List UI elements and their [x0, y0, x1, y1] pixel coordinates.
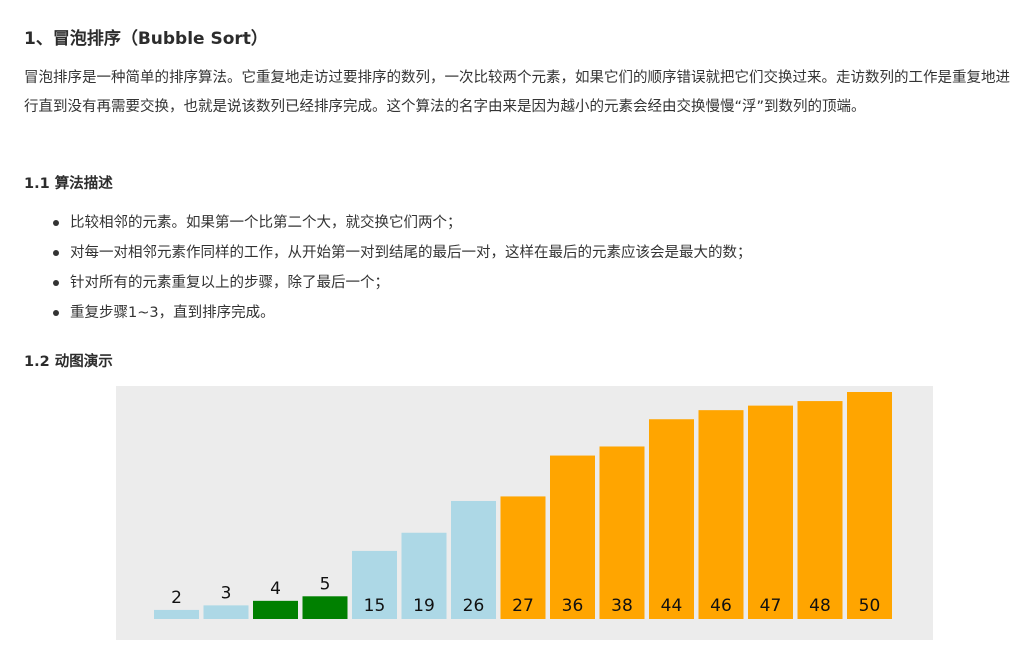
bar-sorted [550, 456, 595, 619]
bar-sorted [699, 410, 744, 619]
bar-value-label: 27 [512, 596, 534, 616]
bar-value-label: 48 [809, 596, 831, 616]
bar-sorted [847, 392, 892, 619]
intro-paragraph: 冒泡排序是一种简单的排序算法。它重复地走访过要排序的数列，一次比较两个元素，如果… [24, 64, 1019, 122]
bar-unsorted [204, 605, 249, 619]
bar-value-label: 2 [171, 588, 182, 608]
article-title: 1、冒泡排序（Bubble Sort） [24, 24, 268, 49]
bubble-sort-animation: 2 3 4 5 15 19 26 27 36 38 44 46 47 48 50 [116, 386, 933, 640]
bar-value-label: 50 [859, 596, 881, 616]
section-title-demo: 1.2 动图演示 [24, 350, 113, 371]
bar-comparing [303, 596, 348, 619]
bar-value-label: 46 [710, 596, 732, 616]
bar-chart: 2 3 4 5 15 19 26 27 36 38 44 46 47 48 50 [116, 386, 933, 640]
bar-sorted [649, 419, 694, 619]
list-item: 针对所有的元素重复以上的步骤，除了最后一个； [24, 268, 752, 298]
bar-value-label: 36 [562, 596, 584, 616]
bar-value-label: 26 [463, 596, 485, 616]
bar-sorted [600, 446, 645, 619]
bar-value-label: 44 [661, 596, 683, 616]
list-item: 比较相邻的元素。如果第一个比第二个大，就交换它们两个； [24, 208, 752, 238]
bar-value-label: 4 [270, 579, 281, 599]
bar-value-label: 3 [221, 583, 232, 603]
bar-value-label: 38 [611, 596, 633, 616]
list-item: 对每一对相邻元素作同样的工作，从开始第一对到结尾的最后一对，这样在最后的元素应该… [24, 238, 752, 268]
bar-sorted [798, 401, 843, 619]
bar-comparing [253, 601, 298, 619]
bar-value-label: 47 [760, 596, 782, 616]
bar-unsorted [154, 610, 199, 619]
section-title-description: 1.1 算法描述 [24, 172, 113, 193]
bar-value-label: 15 [364, 596, 386, 616]
bar-value-label: 5 [320, 574, 331, 594]
bar-value-label: 19 [413, 596, 435, 616]
bar-sorted [748, 406, 793, 619]
list-item: 重复步骤1~3，直到排序完成。 [24, 298, 752, 328]
algorithm-steps-list: 比较相邻的元素。如果第一个比第二个大，就交换它们两个； 对每一对相邻元素作同样的… [24, 208, 752, 328]
